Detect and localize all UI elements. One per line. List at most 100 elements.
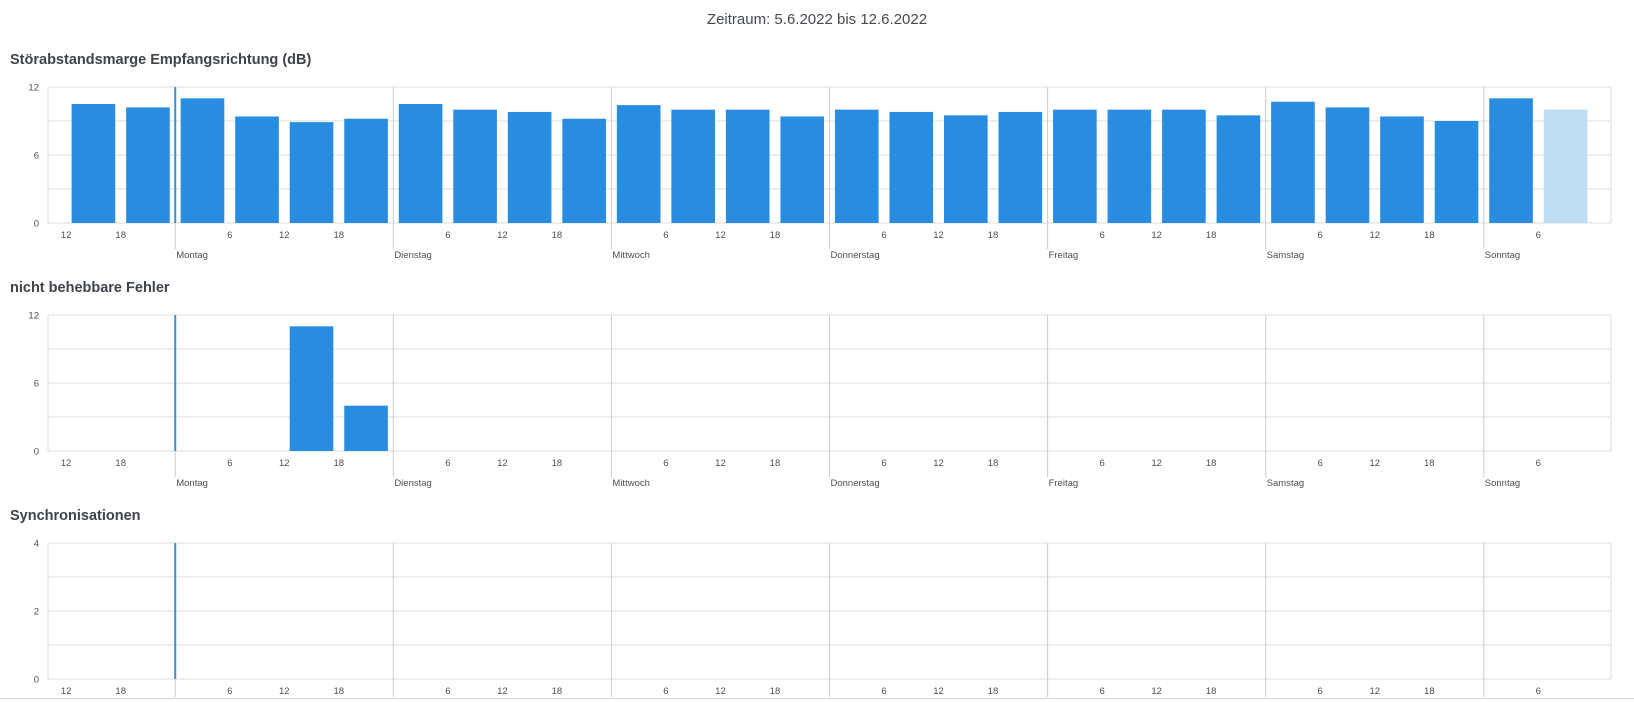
bar: [562, 118, 606, 223]
x-tick-label: 6: [445, 458, 450, 469]
bar: [998, 111, 1043, 223]
chart-snr-margin: 0 6 12 12 18 6 12 18 6 12 18 6 12 18 6 12 18 6 12 18 6 12 18 6 M…: [28, 83, 1612, 261]
x-tick-label: 18: [770, 230, 781, 241]
chart-synchronisations: 0 2 4 12 18 6 12 18 6 12 18 6 12 18 6 12 18 6 12 18 6 12 18 6: [34, 539, 1612, 697]
day-label: Mittwoch: [612, 250, 649, 261]
y-tick-label: 0: [34, 219, 39, 230]
bar: [1107, 109, 1152, 223]
x-tick-label: 18: [115, 230, 126, 241]
x-tick-label: 12: [497, 458, 508, 469]
x-tick-label: 6: [1099, 230, 1104, 241]
x-tick-label: 12: [61, 686, 72, 697]
bar: [507, 111, 552, 223]
x-tick-label: 6: [663, 230, 668, 241]
bar: [671, 109, 716, 223]
day-label: Freitag: [1049, 478, 1079, 489]
x-tick-label: 12: [933, 686, 944, 697]
bar: [180, 98, 225, 223]
x-tick-label: 12: [1151, 458, 1162, 469]
bottom-divider: [0, 698, 1634, 699]
x-tick-label: 12: [715, 230, 726, 241]
bar: [1380, 116, 1424, 223]
bar: [398, 104, 443, 223]
x-tick-label: 6: [1536, 686, 1541, 697]
x-tick-label: 12: [497, 230, 508, 241]
day-label: Dienstag: [394, 250, 432, 261]
x-tick-label: 6: [1318, 230, 1323, 241]
x-tick-label: 18: [988, 458, 999, 469]
y-tick-label: 0: [34, 675, 39, 686]
day-label: Montag: [176, 250, 208, 261]
x-tick-label: 18: [552, 686, 563, 697]
day-label: Sonntag: [1485, 250, 1520, 261]
bar: [235, 116, 279, 223]
x-tick-label: 6: [881, 458, 886, 469]
bar: [344, 405, 388, 451]
x-tick-label: 18: [988, 686, 999, 697]
bar: [1053, 109, 1097, 223]
x-tick-label: 6: [1099, 686, 1104, 697]
x-tick-label: 12: [497, 686, 508, 697]
x-tick-label: 6: [663, 458, 668, 469]
bar: [834, 109, 879, 223]
day-label: Mittwoch: [612, 478, 649, 489]
day-label: Freitag: [1049, 250, 1079, 261]
bar: [889, 111, 934, 223]
bar: [1489, 98, 1533, 223]
x-tick-label: 12: [1369, 686, 1380, 697]
x-tick-label: 6: [1536, 458, 1541, 469]
x-tick-label: 18: [770, 686, 781, 697]
y-tick-label: 6: [34, 379, 39, 390]
x-tick-label: 6: [1318, 686, 1323, 697]
chart-title-snr: Störabstandsmarge Empfangsrichtung (dB): [10, 52, 312, 68]
day-label: Samstag: [1267, 478, 1305, 489]
y-tick-label: 2: [34, 607, 39, 618]
period-title: Zeitraum: 5.6.2022 bis 12.6.2022: [706, 11, 928, 28]
x-tick-label: 6: [227, 686, 232, 697]
x-tick-label: 12: [933, 230, 944, 241]
y-tick-label: 12: [28, 83, 39, 94]
x-tick-label: 6: [1318, 458, 1323, 469]
x-tick-label: 18: [1206, 230, 1217, 241]
x-tick-label: 6: [445, 230, 450, 241]
x-tick-label: 18: [1424, 458, 1435, 469]
x-tick-label: 18: [1424, 230, 1435, 241]
bar: [71, 104, 116, 223]
x-tick-label: 18: [115, 458, 126, 469]
x-tick-label: 18: [552, 458, 563, 469]
x-tick-label: 12: [933, 458, 944, 469]
x-tick-label: 6: [227, 458, 232, 469]
x-tick-label: 18: [770, 458, 781, 469]
x-tick-label: 18: [552, 230, 563, 241]
x-tick-label: 12: [1369, 230, 1380, 241]
y-tick-label: 6: [34, 151, 39, 162]
x-tick-label: 18: [115, 686, 126, 697]
chart-title-synchronisations: Synchronisationen: [10, 508, 141, 524]
x-tick-label: 6: [1536, 230, 1541, 241]
x-tick-label: 12: [279, 230, 290, 241]
x-tick-label: 6: [663, 686, 668, 697]
x-tick-label: 12: [1369, 458, 1380, 469]
bar: [725, 109, 770, 223]
bar: [1325, 107, 1370, 223]
x-tick-label: 6: [881, 686, 886, 697]
bar: [289, 122, 334, 223]
x-tick-label: 12: [61, 458, 72, 469]
bar: [1271, 101, 1315, 223]
bar: [943, 115, 988, 223]
x-tick-label: 6: [227, 230, 232, 241]
bar: [1162, 109, 1206, 223]
day-label: Sonntag: [1485, 478, 1520, 489]
x-tick-label: 6: [1099, 458, 1104, 469]
x-tick-label: 18: [334, 686, 345, 697]
x-tick-label: 12: [1151, 686, 1162, 697]
x-tick-label: 12: [61, 230, 72, 241]
x-tick-label: 18: [1206, 458, 1217, 469]
day-label: Samstag: [1267, 250, 1305, 261]
x-tick-label: 18: [1206, 686, 1217, 697]
bar: [126, 107, 170, 223]
x-tick-label: 18: [1424, 686, 1435, 697]
x-tick-label: 12: [715, 686, 726, 697]
x-tick-label: 12: [715, 458, 726, 469]
y-tick-label: 0: [34, 447, 39, 458]
